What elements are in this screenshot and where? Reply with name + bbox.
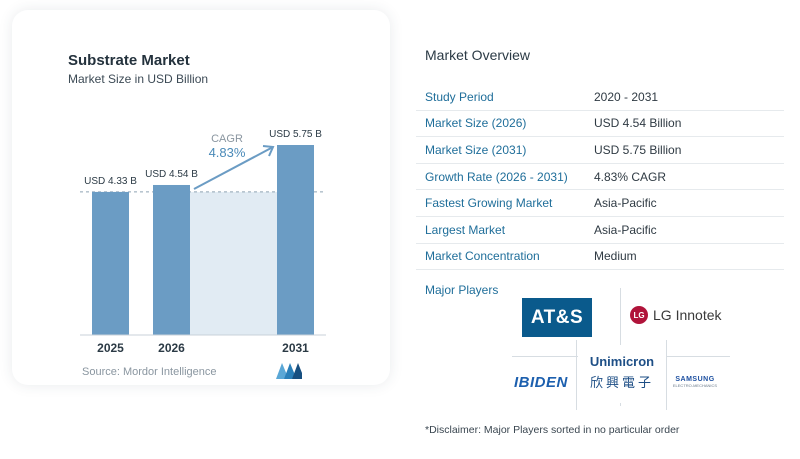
chart-source: Source: Mordor Intelligence [82, 366, 217, 378]
overview-row: Largest Market Asia-Pacific [416, 217, 784, 244]
unimicron-logo: Unimicron 欣興電子 [578, 345, 666, 403]
players-title: Major Players [425, 283, 499, 297]
samsung-logo: SAMSUNG ELECTRO-MECHANICS [670, 376, 720, 388]
bar-value-label: USD 5.75 B [269, 129, 322, 140]
overview-row-value: Medium [594, 249, 637, 264]
overview-row-label: Growth Rate (2026 - 2031) [425, 169, 568, 184]
lg-innotek-logo: LG LG Innotek [630, 306, 722, 324]
x-tick-label: 2026 [158, 341, 185, 355]
highlight-band [190, 191, 277, 335]
cagr-arrow-head [262, 145, 275, 157]
overview-row-label: Market Size (2031) [425, 142, 527, 157]
cagr-value: 4.83% [209, 145, 246, 160]
overview-row: Market Size (2031) USD 5.75 Billion [416, 137, 784, 164]
samsung-sub-text: ELECTRO-MECHANICS [672, 383, 718, 388]
bar-value-label: USD 4.33 B [84, 176, 137, 187]
bar-2031 [277, 145, 314, 335]
x-tick-label: 2025 [97, 341, 124, 355]
overview-row: Growth Rate (2026 - 2031) 4.83% CAGR [416, 164, 784, 191]
cagr-label: CAGR [211, 133, 243, 145]
overview-row-value: Asia-Pacific [594, 196, 657, 211]
overview-row-value: 2020 - 2031 [594, 89, 659, 104]
lg-mark-icon: LG [630, 306, 648, 324]
ibiden-logo: IBIDEN [514, 374, 568, 391]
overview-row-value: USD 5.75 Billion [594, 142, 682, 157]
overview-row-value: Asia-Pacific [594, 222, 657, 237]
overview-table: Study Period 2020 - 2031 Market Size (2026… [416, 84, 784, 271]
overview-row-label: Largest Market [425, 222, 506, 237]
overview-title: Market Overview [425, 47, 531, 63]
overview-row-label: Market Concentration [425, 249, 540, 264]
overview-row-label: Fastest Growing Market [425, 196, 553, 211]
overview-row: Market Size (2026) USD 4.54 Billion [416, 111, 784, 138]
mordor-logo-icon [276, 363, 302, 379]
chart-subtitle: Market Size in USD Billion [68, 72, 209, 86]
overview-row: Study Period 2020 - 2031 [416, 84, 784, 111]
chart-title: Substrate Market [68, 52, 190, 69]
overview-row: Market Concentration Medium [416, 244, 784, 271]
x-tick-label: 2031 [282, 341, 309, 355]
overview-row-label: Study Period [425, 89, 494, 104]
cagr-arrow [193, 146, 274, 190]
overview-row-value: USD 4.54 Billion [594, 116, 682, 131]
ats-logo: AT&S [522, 298, 592, 337]
bar-chart: USD 4.33 B USD 4.54 B USD 5.75 B 2025 2026 2… [80, 129, 326, 355]
unimicron-chinese-text: 欣興電子 [589, 375, 654, 390]
bar-2026 [153, 184, 190, 335]
logo-grid-line [666, 340, 667, 410]
disclaimer: *Disclaimer: Major Players sorted in no … [425, 424, 680, 436]
lg-innotek-text: LG Innotek [653, 307, 722, 323]
overview-row-value: 4.83% CAGR [594, 169, 667, 184]
samsung-text: SAMSUNG [675, 376, 715, 383]
logo-grid-line [576, 340, 577, 410]
bar-2025 [92, 191, 129, 335]
overview-row: Fastest Growing Market Asia-Pacific [416, 190, 784, 217]
unimicron-text: Unimicron [589, 354, 655, 369]
bar-value-label: USD 4.54 B [145, 169, 198, 180]
overview-row-label: Market Size (2026) [425, 116, 527, 131]
